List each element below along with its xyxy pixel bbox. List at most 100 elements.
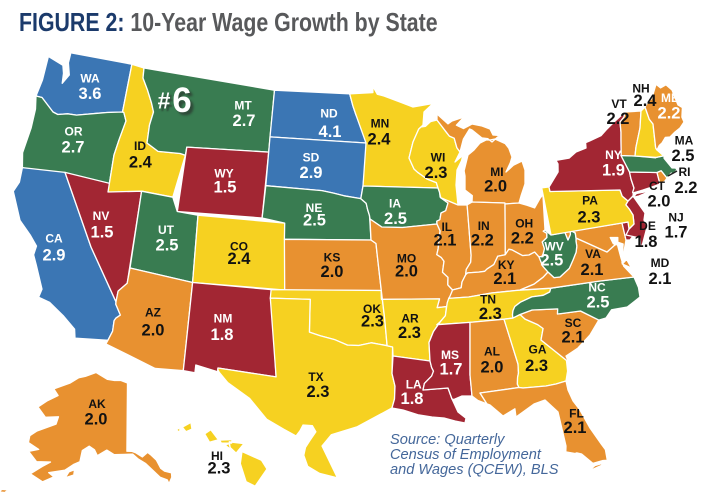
svg-text:2.4: 2.4 [368,130,392,148]
svg-text:2.7: 2.7 [233,112,256,130]
svg-text:WY: WY [214,166,233,180]
svg-text:2.2: 2.2 [471,232,494,250]
svg-text:NE: NE [306,201,323,215]
svg-text:GA: GA [529,343,547,357]
svg-text:OH: OH [515,217,533,231]
svg-text:2.0: 2.0 [321,263,344,281]
svg-text:2.0: 2.0 [484,178,507,196]
svg-text:2.3: 2.3 [425,164,448,182]
svg-text:1.8: 1.8 [401,390,424,408]
svg-text:NM: NM [214,311,233,325]
svg-text:NY: NY [605,148,622,162]
svg-text:MD: MD [651,256,670,270]
svg-text:2.1: 2.1 [493,270,516,288]
svg-text:FL: FL [569,406,584,420]
svg-text:PA: PA [582,193,598,207]
svg-text:2.4: 2.4 [228,250,252,268]
svg-text:2.5: 2.5 [156,237,179,255]
svg-text:AZ: AZ [145,305,161,319]
svg-text:2.0: 2.0 [85,411,108,429]
svg-text:NJ: NJ [668,210,683,224]
svg-text:6: 6 [172,81,191,120]
svg-text:2.1: 2.1 [434,232,457,250]
svg-text:IL: IL [441,220,452,234]
svg-text:1.7: 1.7 [440,360,463,378]
svg-text:2.5: 2.5 [540,251,563,269]
svg-text:MT: MT [234,98,252,112]
svg-text:1.9: 1.9 [602,161,625,179]
svg-text:2.2: 2.2 [607,110,630,128]
svg-text:ID: ID [134,139,146,153]
svg-text:RI: RI [679,165,691,179]
svg-text:OR: OR [65,125,83,139]
svg-text:2.1: 2.1 [581,261,604,279]
svg-text:2.7: 2.7 [62,139,85,157]
svg-text:2.3: 2.3 [208,459,231,477]
svg-text:2.3: 2.3 [398,324,421,342]
svg-text:2.2: 2.2 [658,104,681,122]
svg-text:2.0: 2.0 [481,359,504,377]
svg-text:WA: WA [80,72,100,86]
svg-text:1.7: 1.7 [665,223,688,241]
svg-text:3.6: 3.6 [79,85,102,103]
svg-text:TX: TX [308,370,323,384]
svg-text:2.9: 2.9 [300,164,323,182]
svg-text:2.2: 2.2 [511,229,534,247]
svg-text:CO: CO [230,239,248,253]
svg-text:AL: AL [484,344,500,358]
svg-text:2.5: 2.5 [672,147,695,165]
svg-text:IA: IA [389,196,401,210]
svg-text:2.9: 2.9 [43,247,66,265]
svg-text:2.5: 2.5 [303,212,326,230]
svg-text:NH: NH [632,81,649,95]
svg-text:NC: NC [588,280,606,294]
svg-text:OK: OK [363,302,381,316]
svg-text:HI: HI [211,449,223,463]
svg-text:2.0: 2.0 [395,262,418,280]
svg-text:WV: WV [544,240,563,254]
svg-text:CT: CT [649,179,666,193]
svg-text:LA: LA [406,377,422,391]
svg-text:AK: AK [88,397,106,411]
svg-text:NV: NV [93,209,110,223]
svg-text:2.1: 2.1 [564,419,587,437]
svg-text:UT: UT [158,223,175,237]
svg-text:1.5: 1.5 [91,223,114,241]
svg-text:SC: SC [565,316,582,330]
svg-text:4.1: 4.1 [319,123,342,141]
svg-text:IN: IN [478,219,490,233]
svg-text:1.8: 1.8 [211,326,234,344]
svg-text:MS: MS [441,348,459,362]
svg-text:SD: SD [303,150,320,164]
svg-text:2.1: 2.1 [562,328,585,346]
svg-text:2.3: 2.3 [479,305,502,323]
svg-text:KS: KS [324,250,341,264]
svg-text:VA: VA [585,247,601,261]
svg-text:ND: ND [320,106,338,120]
svg-text:2.1: 2.1 [649,270,672,288]
svg-text:DE: DE [639,219,656,233]
svg-text:MI: MI [490,165,503,179]
svg-text:2.3: 2.3 [578,208,601,226]
svg-text:2.5: 2.5 [587,293,610,311]
svg-text:VT: VT [611,97,627,111]
svg-text:1.5: 1.5 [214,178,237,196]
svg-text:MA: MA [675,133,694,147]
svg-text:2.0: 2.0 [648,192,671,210]
svg-text:2.5: 2.5 [384,210,407,228]
svg-text:CA: CA [45,231,63,245]
svg-text:AR: AR [401,311,419,325]
svg-text:2.3: 2.3 [361,312,384,330]
svg-text:2.0: 2.0 [142,321,165,339]
svg-text:KY: KY [498,258,515,272]
svg-text:MN: MN [371,116,390,130]
svg-text:2.3: 2.3 [525,357,548,375]
svg-text:2.3: 2.3 [307,383,330,401]
svg-text:TN: TN [480,292,496,306]
svg-text:2.4: 2.4 [634,92,658,110]
svg-text:2.4: 2.4 [129,153,153,171]
svg-text:MO: MO [397,251,416,265]
svg-text:WI: WI [431,150,446,164]
svg-text:#: # [158,88,171,114]
svg-text:ME: ME [661,91,679,105]
